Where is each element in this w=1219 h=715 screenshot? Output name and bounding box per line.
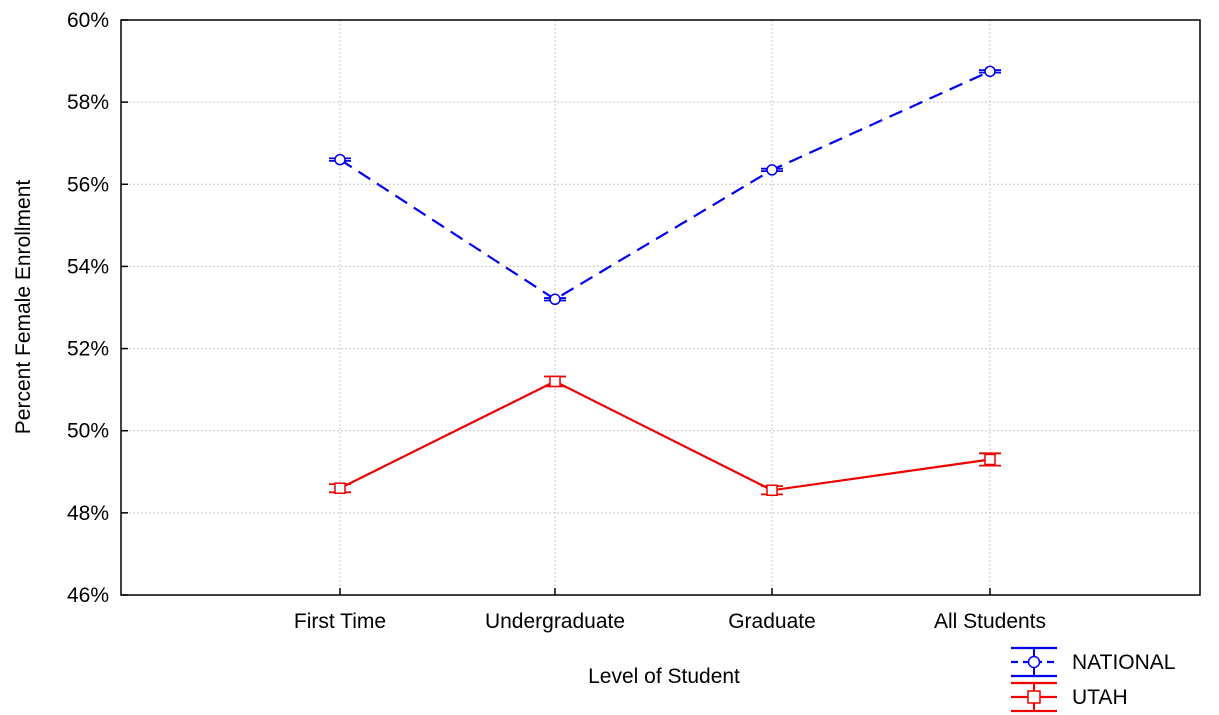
legend-label: NATIONAL	[1072, 651, 1175, 674]
data-point	[766, 164, 778, 176]
data-point	[984, 65, 996, 78]
x-axis-title: Level of Student	[588, 665, 740, 688]
data-point	[549, 375, 561, 388]
x-tick-label: All Students	[934, 610, 1046, 633]
y-tick-label: 46%	[67, 584, 109, 607]
series-line	[339, 380, 991, 492]
legend-marker	[1027, 690, 1041, 704]
data-point	[766, 484, 778, 497]
y-axis-title: Percent Female Enrollment	[12, 180, 35, 435]
y-tick-label: 52%	[67, 338, 109, 361]
axes: 46% 48% 50% 52% 54% 56% 58% 60% First Time Underg…	[67, 9, 1046, 633]
y-tick-label: 54%	[67, 255, 109, 278]
data-point	[984, 453, 996, 466]
legend: NATIONAL UTAH	[1011, 646, 1175, 713]
data-point	[549, 293, 561, 306]
y-tick-label: 60%	[67, 9, 109, 32]
x-tick-label: Undergraduate	[485, 610, 625, 633]
legend-item-national: NATIONAL	[1011, 646, 1175, 678]
legend-label: UTAH	[1072, 686, 1128, 709]
data-point	[334, 482, 346, 494]
series-line	[339, 70, 991, 301]
data-point	[334, 153, 346, 166]
x-tick-label: First Time	[294, 610, 386, 633]
legend-marker	[1027, 655, 1041, 669]
y-tick-label: 48%	[67, 502, 109, 525]
y-tick-label: 58%	[67, 91, 109, 114]
grid-lines	[121, 20, 1200, 595]
legend-item-utah: UTAH	[1011, 681, 1128, 713]
series-layer	[329, 65, 1001, 497]
series-national	[329, 65, 1001, 306]
x-tick-label: Graduate	[728, 610, 816, 633]
plot-frame	[120, 19, 1201, 596]
series-utah	[329, 375, 1001, 497]
y-tick-label: 56%	[67, 173, 109, 196]
y-tick-label: 50%	[67, 420, 109, 443]
